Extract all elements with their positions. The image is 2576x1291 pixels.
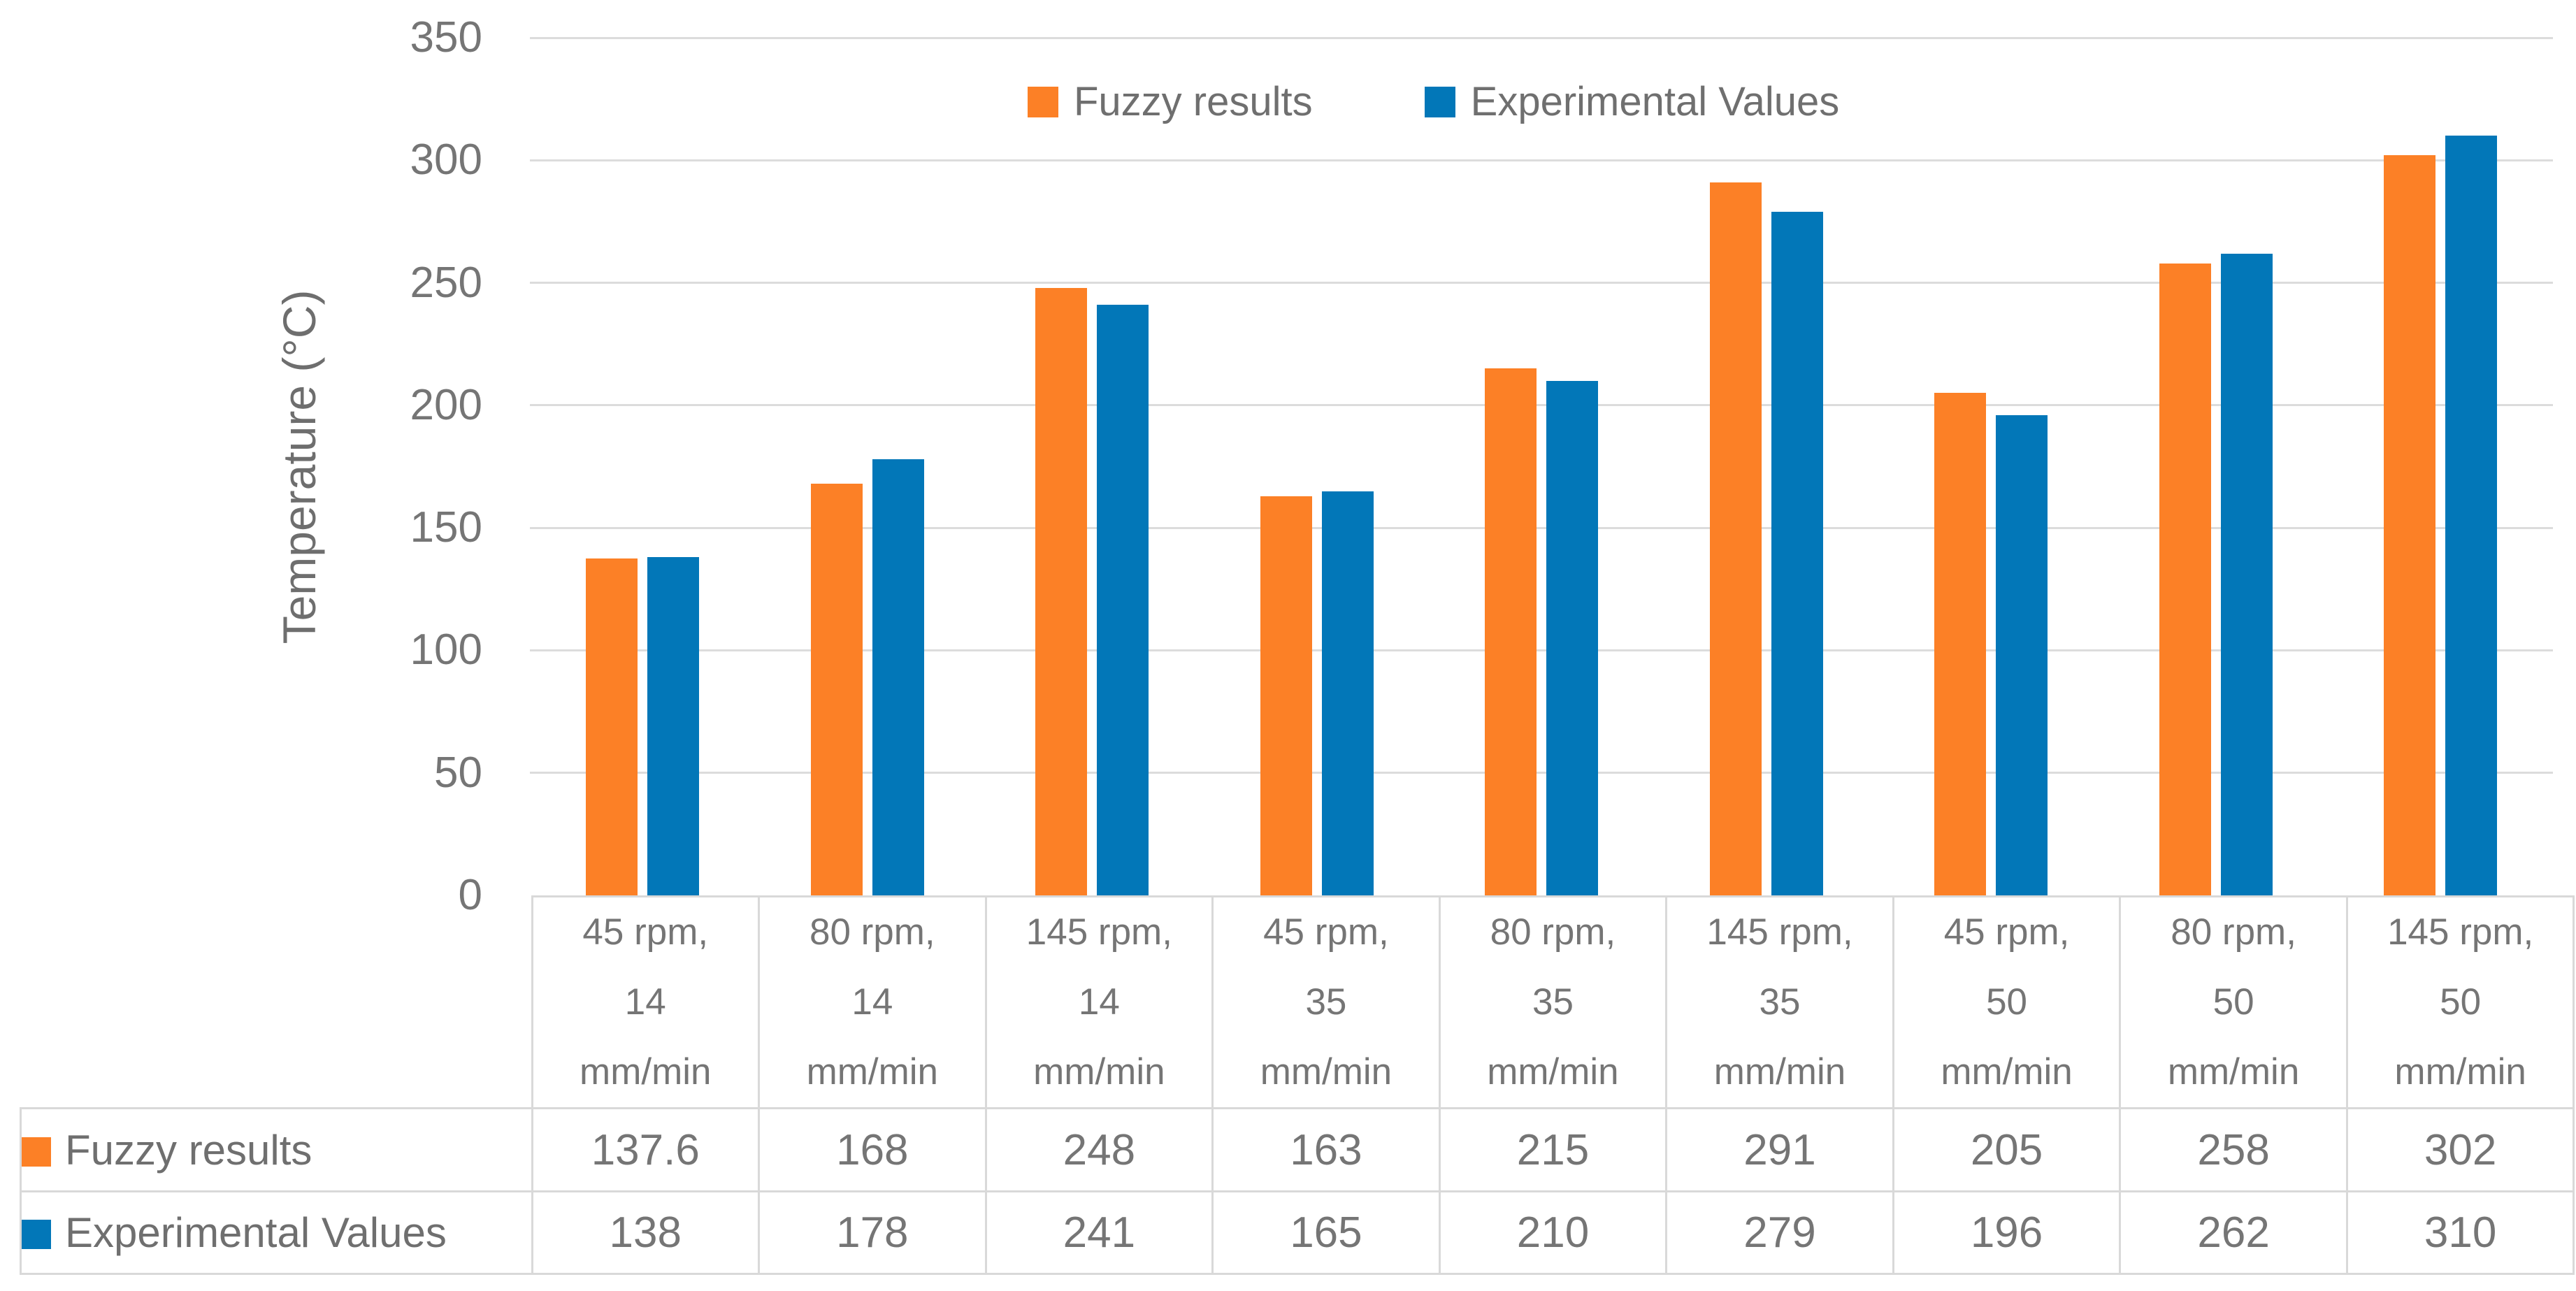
legend-swatch-orange: [1028, 86, 1058, 117]
series-name-cell: Experimental Values: [20, 1190, 533, 1275]
value-cell: 196: [1892, 1190, 2122, 1275]
bar-fuzzy-results: [586, 558, 638, 895]
series-name: Experimental Values: [65, 1209, 447, 1256]
gridline: [530, 159, 2553, 161]
bar-fuzzy-results: [2159, 263, 2211, 895]
bar-experimental-values: [647, 557, 699, 895]
category-header-cell: 45 rpm, 35 mm/min: [1211, 895, 1441, 1109]
bar-experimental-values: [1771, 211, 1823, 895]
bar-fuzzy-results: [1260, 496, 1312, 895]
legend-item-experimental-values: Experimental Values: [1424, 78, 1840, 125]
category-header-cell: 80 rpm, 14 mm/min: [758, 895, 987, 1109]
table-row: Fuzzy results 137.6 168 248 163 215 291 205 258 3…: [20, 1107, 2575, 1192]
bar-experimental-values: [872, 459, 924, 895]
y-axis-tick-label: 250: [410, 258, 482, 307]
y-axis-tick-label: 350: [410, 13, 482, 62]
bar-experimental-values: [2445, 136, 2498, 895]
value-cell: 215: [1438, 1107, 1668, 1192]
y-axis-tick-label: 100: [410, 626, 482, 675]
value-cell: 138: [531, 1190, 761, 1275]
series-swatch-orange: [22, 1137, 51, 1167]
gridline: [530, 282, 2553, 284]
bar-fuzzy-results: [1035, 287, 1088, 895]
gridline: [530, 36, 2553, 39]
legend-swatch-blue: [1424, 86, 1455, 117]
value-cell: 258: [2119, 1107, 2348, 1192]
bar-fuzzy-results: [1934, 393, 1987, 895]
bar-fuzzy-results: [1485, 368, 1537, 895]
chart-legend: Fuzzy results Experimental Values: [1028, 78, 1839, 125]
y-axis-tick-label: 150: [410, 503, 482, 552]
value-cell: 241: [984, 1190, 1214, 1275]
gridline: [530, 772, 2553, 774]
bar-fuzzy-results: [2384, 155, 2436, 895]
legend-label: Experimental Values: [1470, 79, 1840, 124]
table-body: 45 rpm, 14 mm/min 80 rpm, 14 mm/min 145 rp…: [20, 895, 2575, 1275]
value-cell: 137.6: [531, 1107, 761, 1192]
gridline: [530, 526, 2553, 529]
y-axis-tick-label: 0: [458, 871, 482, 919]
category-header-cell: 45 rpm, 50 mm/min: [1892, 895, 2122, 1109]
series-name: Fuzzy results: [65, 1126, 312, 1174]
value-cell: 165: [1211, 1190, 1441, 1275]
series-name-cell: Fuzzy results: [20, 1107, 533, 1192]
y-axis-tick-label: 50: [434, 748, 482, 797]
bar-experimental-values: [1321, 491, 1374, 895]
value-cell: 210: [1438, 1190, 1668, 1275]
category-header-cell: 145 rpm, 50 mm/min: [2345, 895, 2575, 1109]
value-cell: 302: [2345, 1107, 2575, 1192]
category-header-cell: 145 rpm, 35 mm/min: [1665, 895, 1894, 1109]
series-swatch-blue: [22, 1220, 51, 1249]
value-cell: 291: [1665, 1107, 1894, 1192]
legend-label: Fuzzy results: [1074, 79, 1313, 124]
value-cell: 262: [2119, 1190, 2348, 1275]
category-header-cell: 145 rpm, 14 mm/min: [984, 895, 1214, 1109]
bar-fuzzy-results: [1709, 182, 1762, 895]
value-cell: 279: [1665, 1190, 1894, 1275]
bar-fuzzy-results: [810, 484, 863, 895]
gridline: [530, 404, 2553, 407]
category-header-cell: 80 rpm, 35 mm/min: [1438, 895, 1668, 1109]
legend-item-fuzzy-results: Fuzzy results: [1028, 78, 1313, 125]
value-cell: 163: [1211, 1107, 1441, 1192]
gridline: [530, 649, 2553, 651]
data-table: 45 rpm, 14 mm/min 80 rpm, 14 mm/min 145 rp…: [20, 895, 2575, 1275]
category-header-cell: 45 rpm, 14 mm/min: [531, 895, 761, 1109]
y-axis-tick-label: 200: [410, 380, 482, 429]
table-row: Experimental Values 138 178 241 165 210 279 196…: [20, 1190, 2575, 1275]
bar-experimental-values: [2220, 253, 2273, 895]
bar-experimental-values: [1097, 305, 1149, 895]
value-cell: 310: [2345, 1190, 2575, 1275]
y-axis-tick-label: 300: [410, 136, 482, 185]
y-axis-title: Temperature (°C): [273, 289, 325, 644]
bar-experimental-values: [1996, 414, 2048, 895]
table-header-row: 45 rpm, 14 mm/min 80 rpm, 14 mm/min 145 rp…: [21, 895, 2575, 1109]
value-cell: 168: [758, 1107, 987, 1192]
bar-experimental-values: [1546, 380, 1599, 895]
table-corner-cell: [21, 897, 533, 1109]
value-cell: 205: [1892, 1107, 2122, 1192]
category-header-cell: 80 rpm, 50 mm/min: [2119, 895, 2348, 1109]
value-cell: 178: [758, 1190, 987, 1275]
value-cell: 248: [984, 1107, 1214, 1192]
